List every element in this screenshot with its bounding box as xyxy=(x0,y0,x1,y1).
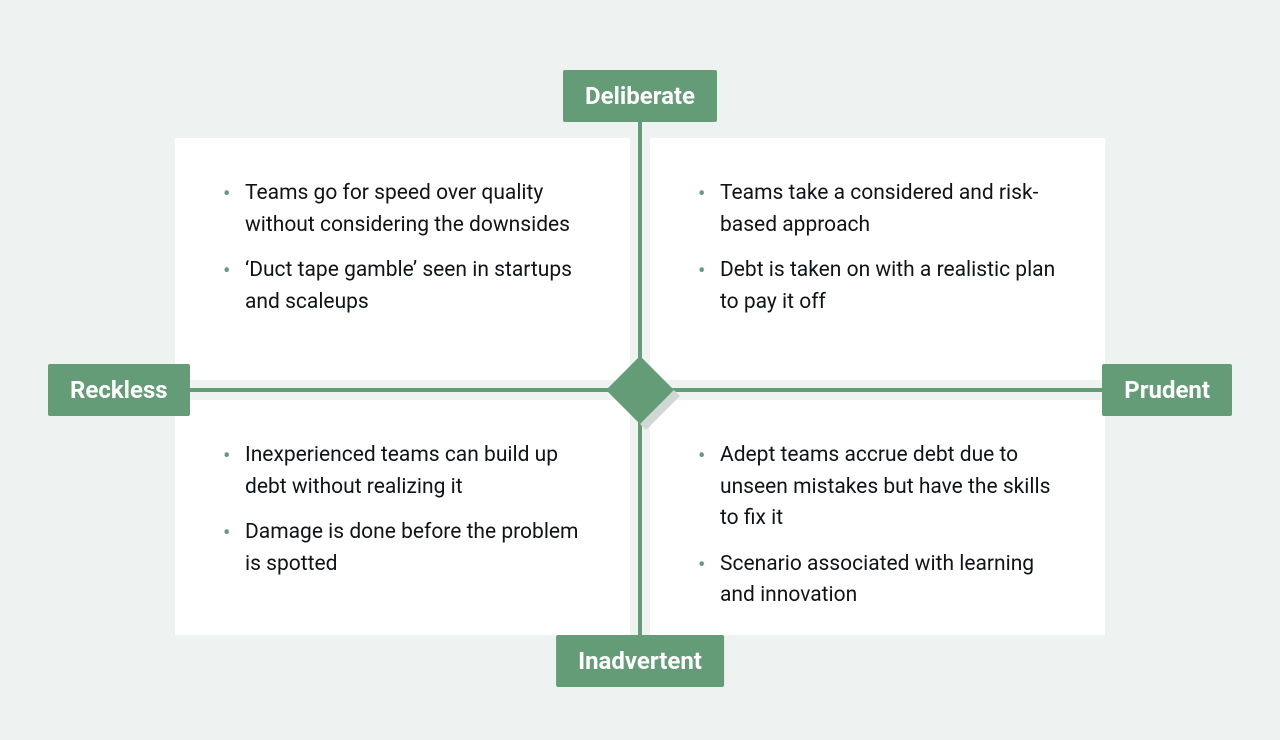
bullet-item: Damage is done before the problem is spo… xyxy=(223,517,582,580)
quadrant-top-right: Teams take a considered and risk-based a… xyxy=(650,138,1105,380)
bullet-item: Debt is taken on with a realistic plan t… xyxy=(698,255,1057,318)
axis-label-top: Deliberate xyxy=(563,70,717,122)
quadrant-diagram: Teams go for speed over quality without … xyxy=(0,0,1280,740)
bullet-item: Teams take a considered and risk-based a… xyxy=(698,178,1057,241)
bullet-item: Teams go for speed over quality without … xyxy=(223,178,582,241)
quadrant-top-left: Teams go for speed over quality without … xyxy=(175,138,630,380)
bullet-item: Adept teams accrue debt due to unseen mi… xyxy=(698,440,1057,535)
bullet-item: Inexperienced teams can build up debt wi… xyxy=(223,440,582,503)
axis-label-bottom: Inadvertent xyxy=(556,635,724,687)
axis-label-right: Prudent xyxy=(1102,364,1232,416)
bullet-item: ‘Duct tape gamble’ seen in startups and … xyxy=(223,255,582,318)
axis-label-left: Reckless xyxy=(48,364,190,416)
bullet-item: Scenario associated with learning and in… xyxy=(698,549,1057,612)
quadrant-bottom-right: Adept teams accrue debt due to unseen mi… xyxy=(650,400,1105,635)
quadrant-bottom-left: Inexperienced teams can build up debt wi… xyxy=(175,400,630,635)
